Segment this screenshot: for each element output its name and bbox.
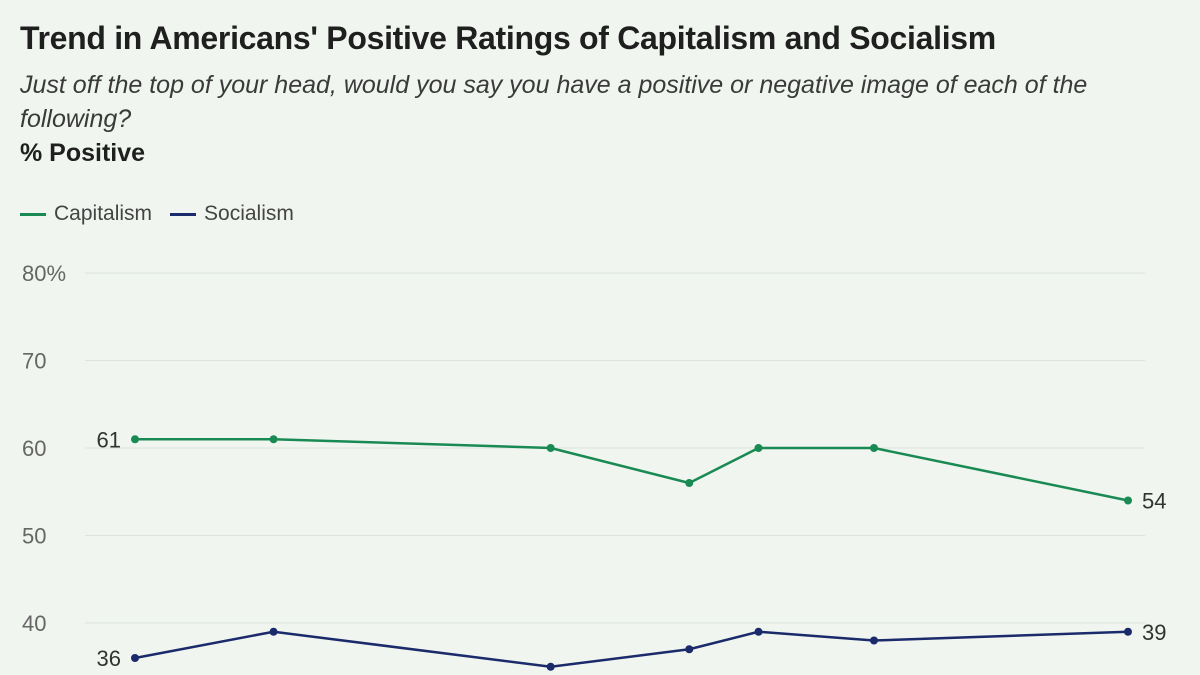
capitalism-point-0 [131,435,139,444]
y-tick-label-60: 60 [22,436,46,461]
legend-item-socialism[interactable]: Socialism [170,202,294,226]
units-label: % Positive [20,139,146,167]
socialism-point-1 [269,627,278,636]
y-tick-label-70: 70 [22,349,46,374]
capitalism-point-1 [269,435,278,444]
legend-label-socialism: Socialism [204,202,294,225]
socialism-point-0 [131,654,139,662]
socialism-point-4 [754,627,763,636]
chart-title: Trend in Americans' Positive Ratings of … [20,20,996,56]
socialism-line [134,630,1129,668]
socialism-data-label-0: 36 [97,646,121,671]
legend-item-capitalism[interactable]: Capitalism [20,202,152,226]
socialism-data-label-6: 39 [1142,620,1166,645]
chart-subtitle: Just off the top of your head, would you… [20,71,1088,133]
y-tick-label-40: 40 [22,611,46,636]
socialism-point-3 [685,645,694,654]
capitalism-point-2 [546,444,555,452]
capitalism-point-4 [754,444,763,452]
socialism-swatch [170,212,197,216]
legend-label-capitalism: Capitalism [54,202,153,225]
capitalism-point-3 [685,479,694,487]
capitalism-point-5 [869,444,878,452]
legend: Capitalism Socialism [20,202,312,226]
socialism-point-6 [1124,627,1132,636]
y-tick-label-50: 50 [22,524,46,549]
y-tick-label-80: 80% [22,261,66,286]
capitalism-swatch [20,212,46,216]
capitalism-data-label-6: 54 [1142,489,1166,514]
capitalism-data-label-0: 61 [97,427,121,452]
socialism-point-5 [869,636,878,645]
capitalism-point-6 [1124,496,1132,505]
socialism-point-2 [546,662,555,671]
